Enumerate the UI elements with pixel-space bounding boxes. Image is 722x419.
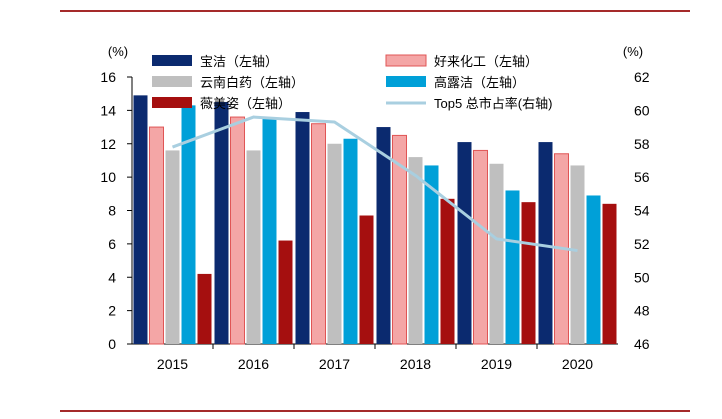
- legend-swatch: [152, 97, 192, 108]
- bar: [586, 195, 601, 344]
- bar: [489, 163, 504, 344]
- right-axis-unit: (%): [623, 44, 643, 59]
- bar: [343, 138, 358, 344]
- left-tick-label: 16: [100, 69, 116, 85]
- right-tick-label: 54: [634, 203, 650, 219]
- bar: [246, 150, 261, 344]
- right-tick-label: 62: [634, 69, 650, 85]
- left-tick-label: 8: [108, 203, 116, 219]
- bar: [149, 126, 164, 345]
- legend-label: 高露洁（左轴）: [434, 75, 525, 90]
- bar: [197, 273, 212, 344]
- line-layer: [171, 115, 578, 253]
- left-tick-label: 6: [108, 236, 116, 252]
- left-axis-unit: (%): [108, 44, 128, 59]
- legend-label: 云南白药（左轴）: [200, 75, 304, 90]
- x-tick-label: 2019: [481, 356, 512, 372]
- x-tick-label: 2015: [157, 356, 188, 372]
- right-tick-label: 46: [634, 336, 650, 352]
- x-tick-label: 2016: [238, 356, 269, 372]
- bar: [165, 150, 180, 344]
- bottom-rule: [60, 410, 690, 412]
- bar: [311, 123, 326, 345]
- legend-label: Top5 总市占率(右轴): [434, 96, 552, 111]
- right-tick-label: 58: [634, 136, 650, 152]
- legend: 宝洁（左轴） 好来化工（左轴） 云南白药（左轴） 高露洁（左轴） 薇美姿（左轴） Top5…: [152, 54, 552, 111]
- legend-swatch: [386, 76, 426, 87]
- bar: [408, 157, 423, 344]
- bar: [327, 143, 342, 344]
- bar: [214, 102, 229, 344]
- x-tick-label: 2018: [400, 356, 431, 372]
- bar: [424, 165, 439, 344]
- legend-label: 好来化工（左轴）: [434, 54, 538, 69]
- right-tick-label: 60: [634, 102, 650, 118]
- left-tick-label: 14: [100, 102, 116, 118]
- bars-layer: [133, 95, 617, 345]
- bar: [505, 190, 520, 344]
- bar: [278, 240, 293, 344]
- right-tick-label: 48: [634, 303, 650, 319]
- bar: [521, 202, 536, 344]
- right-tick-label: 56: [634, 169, 650, 185]
- legend-label: 宝洁（左轴）: [200, 54, 278, 69]
- legend-swatch: [152, 76, 192, 87]
- share-line: [171, 115, 578, 253]
- right-tick-label: 50: [634, 269, 650, 285]
- bar: [538, 142, 553, 344]
- bar: [570, 165, 585, 344]
- left-tick-label: 12: [100, 136, 116, 152]
- top-rule: [60, 10, 690, 12]
- bar: [473, 149, 488, 345]
- bar: [181, 105, 196, 345]
- left-tick-label: 0: [108, 336, 116, 352]
- bar: [440, 198, 455, 344]
- legend-label: 薇美姿（左轴）: [200, 96, 291, 111]
- bar: [602, 203, 617, 344]
- bar: [457, 142, 472, 344]
- bar: [359, 215, 374, 344]
- x-tick-label: 2017: [319, 356, 350, 372]
- bar: [376, 127, 391, 344]
- bar: [262, 117, 277, 344]
- right-tick-label: 52: [634, 236, 650, 252]
- left-tick-label: 4: [108, 269, 116, 285]
- left-tick-label: 2: [108, 303, 116, 319]
- left-tick-label: 10: [100, 169, 116, 185]
- bar: [133, 95, 148, 344]
- legend-swatch: [385, 54, 427, 67]
- bar: [392, 134, 407, 345]
- bar: [230, 116, 245, 345]
- x-tick-label: 2020: [562, 356, 593, 372]
- legend-swatch: [152, 55, 192, 66]
- bar: [295, 112, 310, 344]
